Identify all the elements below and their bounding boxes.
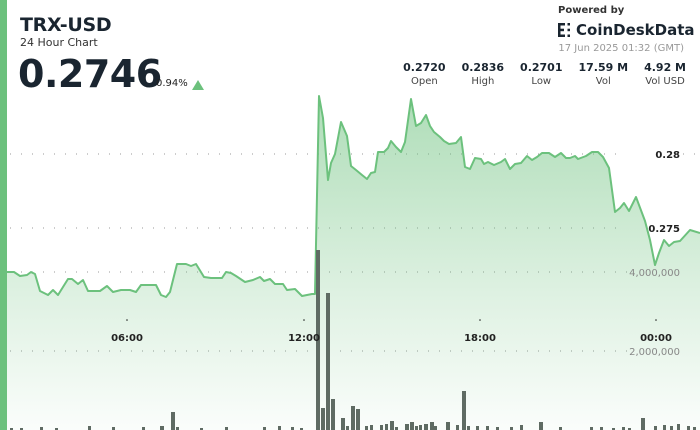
y-axis-volume: 4,000,000 2,000,000 <box>629 268 680 358</box>
stat-high: 0.2836 High <box>462 61 504 87</box>
up-arrow-icon <box>192 80 204 90</box>
x-tick-0600: 06:00 <box>111 333 143 344</box>
y-axis-price: 0.28 0.275 <box>648 150 680 235</box>
powered-by-label: Powered by <box>558 5 625 16</box>
stat-label: Low <box>531 76 552 87</box>
stat-value: 0.2836 <box>461 61 505 74</box>
x-axis: 06:00 12:00 18:00 00:00 <box>111 319 672 344</box>
stat-label: Open <box>411 76 438 87</box>
stat-vol-usd: 4.92 M Vol USD <box>644 61 686 87</box>
stat-vol: 17.59 M Vol <box>579 61 629 87</box>
price-area <box>7 96 700 430</box>
coindesk-logo-icon <box>558 23 570 37</box>
stat-label: Vol USD <box>645 76 685 87</box>
symbol-title: TRX-USD <box>20 14 112 36</box>
x-tick-0000: 00:00 <box>640 333 672 344</box>
brand-logo-link[interactable]: CoinDeskData <box>558 21 695 39</box>
stat-value: 4.92 M <box>644 61 686 74</box>
stats-row: 0.2720 Open 0.2836 High 0.2701 Low 17.59… <box>403 61 686 87</box>
timestamp: 17 Jun 2025 01:32 (GMT) <box>558 43 684 54</box>
current-price: 0.2746 <box>18 52 162 96</box>
stat-label: High <box>471 76 495 87</box>
accent-bar <box>0 0 7 430</box>
stat-label: Vol <box>595 76 611 87</box>
stat-value: 17.59 M <box>578 61 629 74</box>
stat-value: 0.2701 <box>520 61 563 74</box>
volume-bars <box>10 250 696 430</box>
change-percent: 0.94% <box>156 78 188 89</box>
vol-tick-4m: 4,000,000 <box>629 268 680 279</box>
y-tick-0275: 0.275 <box>648 224 680 235</box>
x-tick-1800: 18:00 <box>464 333 496 344</box>
price-line <box>7 95 700 298</box>
brand-name: CoinDeskData <box>576 21 695 39</box>
stat-open: 0.2720 Open <box>403 61 445 87</box>
chart-subtitle: 24 Hour Chart <box>20 36 98 49</box>
y-tick-028: 0.28 <box>655 150 680 161</box>
x-tick-1200: 12:00 <box>288 333 320 344</box>
vol-tick-2m: 2,000,000 <box>629 347 680 358</box>
stat-value: 0.2720 <box>403 61 446 74</box>
stat-low: 0.2701 Low <box>520 61 562 87</box>
